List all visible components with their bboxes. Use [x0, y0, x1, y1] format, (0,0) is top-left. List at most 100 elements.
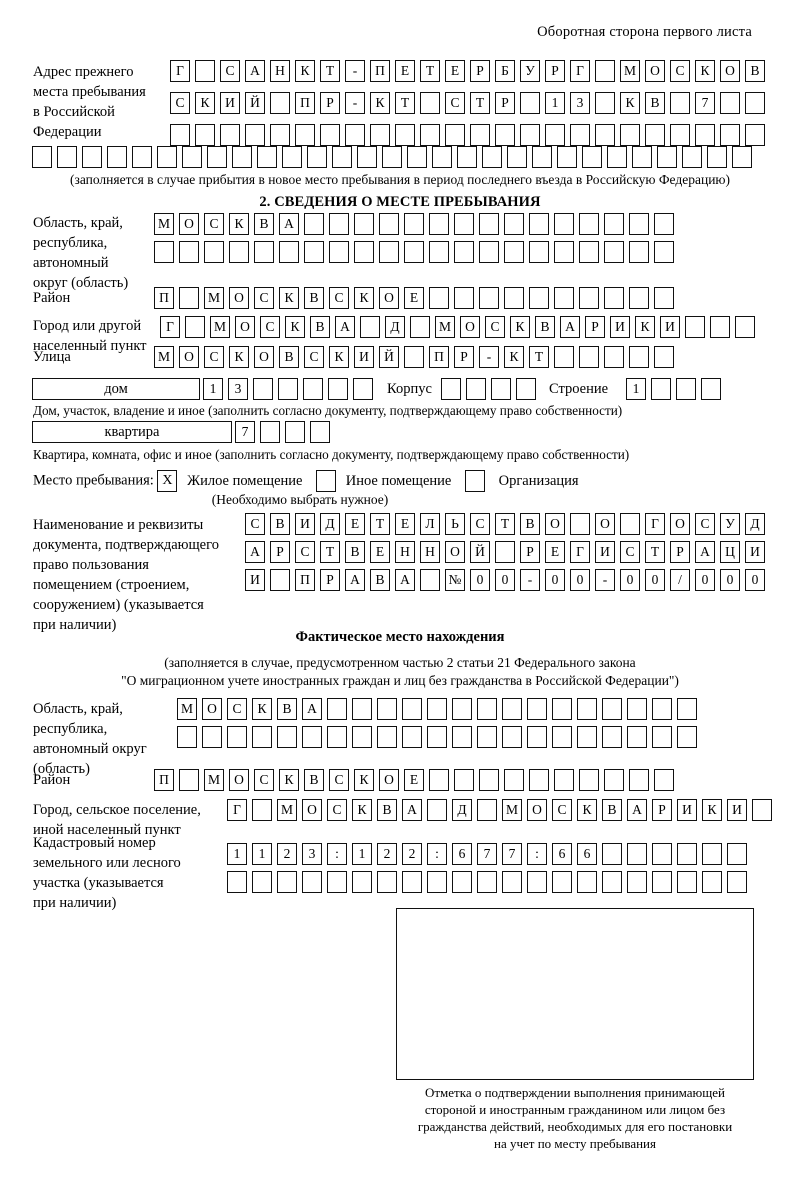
char-box[interactable]	[620, 513, 640, 535]
char-box[interactable]: К	[279, 287, 299, 309]
char-box[interactable]	[504, 769, 524, 791]
char-box[interactable]	[327, 698, 347, 720]
char-box[interactable]: К	[229, 346, 249, 368]
char-box[interactable]	[529, 769, 549, 791]
char-box[interactable]: 0	[495, 569, 515, 591]
char-box[interactable]	[204, 241, 224, 263]
char-box[interactable]	[607, 146, 627, 168]
char-box[interactable]	[579, 769, 599, 791]
char-box[interactable]: П	[370, 60, 390, 82]
char-box[interactable]	[402, 698, 422, 720]
char-box[interactable]	[353, 378, 373, 400]
char-box[interactable]	[745, 124, 765, 146]
char-box[interactable]: И	[245, 569, 265, 591]
char-box[interactable]: П	[154, 287, 174, 309]
char-box[interactable]	[429, 213, 449, 235]
char-box[interactable]	[452, 726, 472, 748]
char-box[interactable]: Т	[370, 513, 390, 535]
char-box[interactable]: К	[695, 60, 715, 82]
char-box[interactable]: 0	[720, 569, 740, 591]
char-box[interactable]: Д	[385, 316, 405, 338]
char-box[interactable]	[304, 213, 324, 235]
char-box[interactable]: С	[329, 769, 349, 791]
char-box[interactable]: -	[520, 569, 540, 591]
char-box[interactable]	[604, 769, 624, 791]
char-box[interactable]	[629, 287, 649, 309]
char-box[interactable]: Б	[495, 60, 515, 82]
char-box[interactable]: К	[354, 287, 374, 309]
char-box[interactable]: Т	[470, 92, 490, 114]
char-box[interactable]: К	[195, 92, 215, 114]
char-box[interactable]: Н	[270, 60, 290, 82]
char-box[interactable]: В	[377, 799, 397, 821]
char-box[interactable]: Р	[670, 541, 690, 563]
char-box[interactable]	[654, 287, 674, 309]
char-box[interactable]	[357, 146, 377, 168]
char-box[interactable]: 0	[745, 569, 765, 591]
char-box[interactable]	[677, 871, 697, 893]
char-box[interactable]: Г	[160, 316, 180, 338]
char-box[interactable]	[454, 287, 474, 309]
char-box[interactable]	[229, 241, 249, 263]
checkbox-inoe[interactable]	[316, 469, 337, 492]
char-box[interactable]: У	[520, 60, 540, 82]
char-box[interactable]	[466, 378, 486, 400]
char-box[interactable]: А	[279, 213, 299, 235]
char-box[interactable]	[554, 213, 574, 235]
char-box[interactable]: Е	[345, 513, 365, 535]
house-field-label[interactable]: дом	[32, 378, 200, 400]
char-box[interactable]: 1	[203, 378, 223, 400]
char-box[interactable]: И	[727, 799, 747, 821]
char-box[interactable]	[427, 726, 447, 748]
char-box[interactable]	[695, 124, 715, 146]
char-box[interactable]	[429, 241, 449, 263]
char-box[interactable]: С	[445, 92, 465, 114]
char-box[interactable]	[257, 146, 277, 168]
char-box[interactable]: Г	[227, 799, 247, 821]
char-box[interactable]: С	[220, 60, 240, 82]
char-box[interactable]: О	[302, 799, 322, 821]
char-box[interactable]	[270, 569, 290, 591]
char-box[interactable]	[604, 287, 624, 309]
char-box[interactable]: Т	[529, 346, 549, 368]
char-box[interactable]: Н	[420, 541, 440, 563]
char-box[interactable]: 0	[645, 569, 665, 591]
char-box[interactable]: К	[295, 60, 315, 82]
char-box[interactable]	[545, 124, 565, 146]
char-box[interactable]	[602, 698, 622, 720]
char-box[interactable]	[452, 871, 472, 893]
char-box[interactable]: О	[595, 513, 615, 535]
char-box[interactable]: Й	[245, 92, 265, 114]
char-box[interactable]	[352, 698, 372, 720]
char-box[interactable]: Ь	[445, 513, 465, 535]
char-box[interactable]: С	[695, 513, 715, 535]
char-box[interactable]: М	[204, 287, 224, 309]
char-box[interactable]: П	[154, 769, 174, 791]
char-box[interactable]	[427, 799, 447, 821]
char-box[interactable]: С	[254, 287, 274, 309]
char-box[interactable]	[195, 60, 215, 82]
char-box[interactable]	[302, 871, 322, 893]
char-box[interactable]	[677, 698, 697, 720]
char-box[interactable]: Т	[320, 60, 340, 82]
char-box[interactable]: Р	[520, 541, 540, 563]
confirmation-stamp-box[interactable]	[396, 908, 754, 1080]
char-box[interactable]: Г	[645, 513, 665, 535]
char-box[interactable]	[527, 698, 547, 720]
char-box[interactable]	[595, 124, 615, 146]
char-box[interactable]: О	[527, 799, 547, 821]
char-box[interactable]: К	[252, 698, 272, 720]
char-box[interactable]	[477, 799, 497, 821]
char-box[interactable]: О	[235, 316, 255, 338]
char-box[interactable]: Е	[395, 60, 415, 82]
char-box[interactable]: О	[379, 769, 399, 791]
char-box[interactable]	[710, 316, 730, 338]
char-box[interactable]	[278, 378, 298, 400]
char-box[interactable]	[620, 124, 640, 146]
char-box[interactable]: 2	[377, 843, 397, 865]
char-box[interactable]	[702, 843, 722, 865]
